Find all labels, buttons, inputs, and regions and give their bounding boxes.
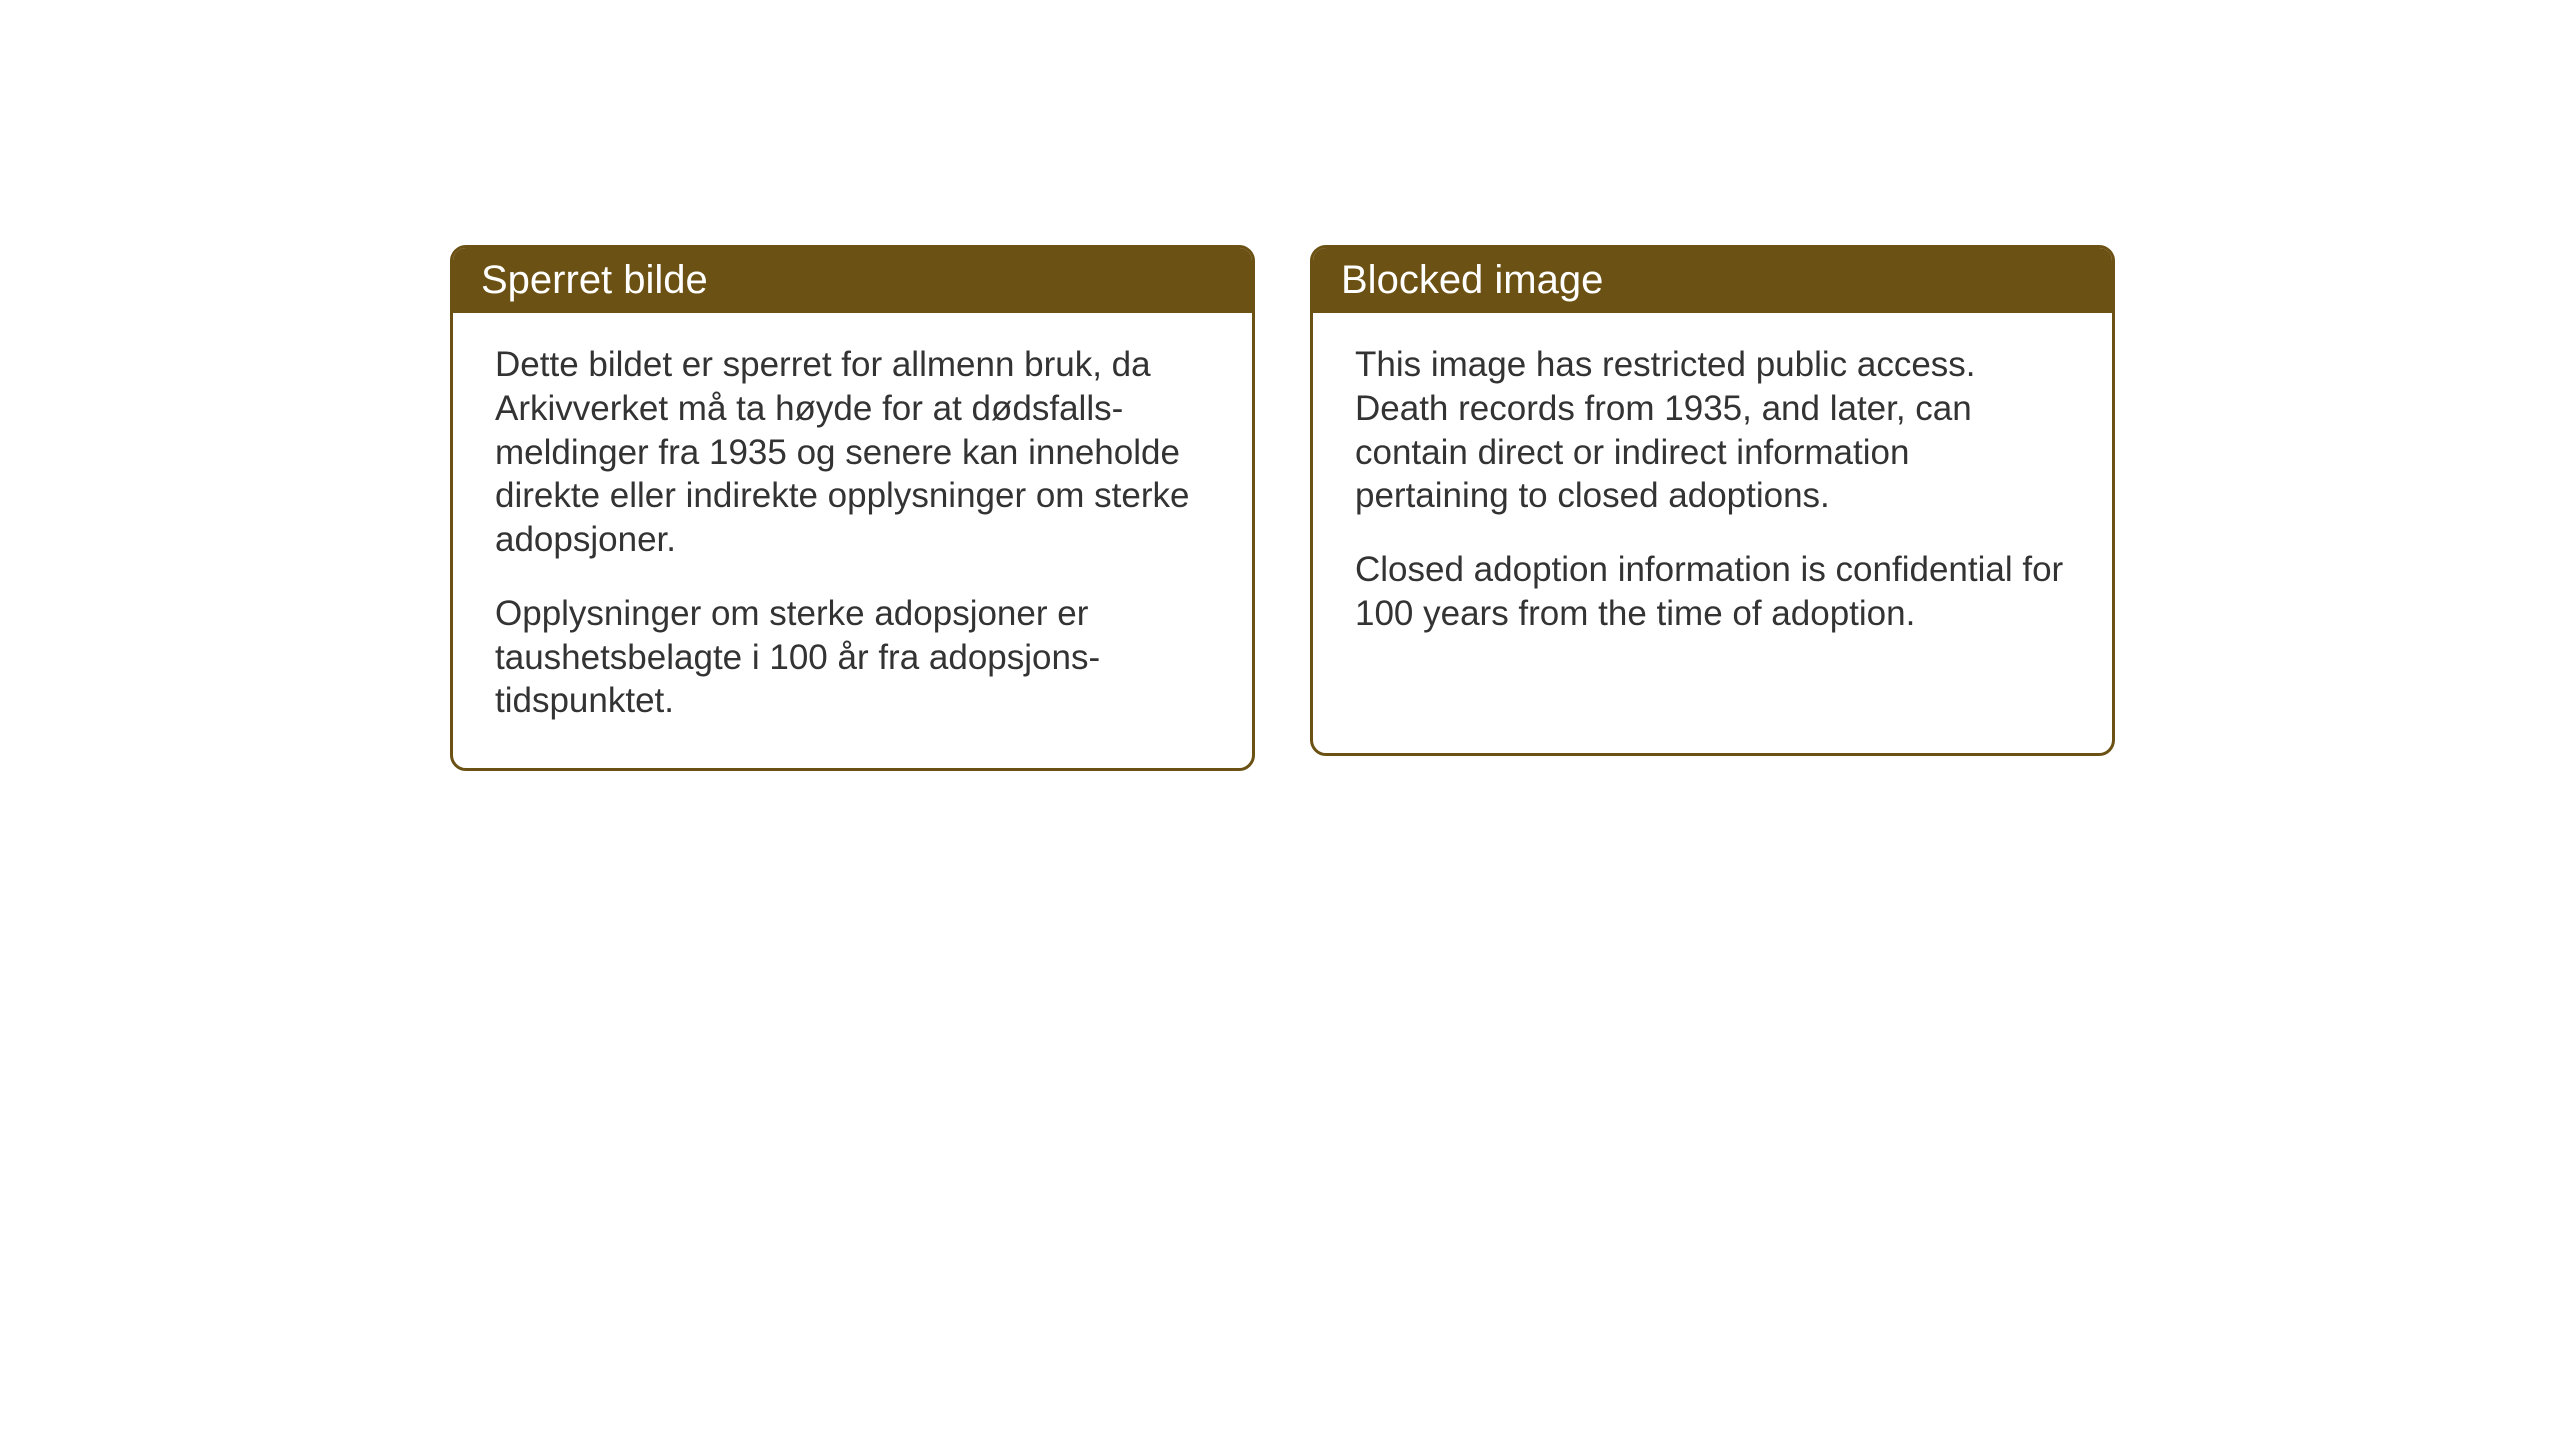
english-paragraph-1: This image has restricted public access.… <box>1355 343 2070 518</box>
norwegian-card-body: Dette bildet er sperret for allmenn bruk… <box>453 313 1252 768</box>
english-card-header: Blocked image <box>1313 248 2112 313</box>
norwegian-paragraph-1: Dette bildet er sperret for allmenn bruk… <box>495 343 1210 562</box>
norwegian-card-title: Sperret bilde <box>481 258 708 302</box>
norwegian-paragraph-2: Opplysninger om sterke adopsjoner er tau… <box>495 592 1210 723</box>
english-card: Blocked image This image has restricted … <box>1310 245 2115 756</box>
english-card-body: This image has restricted public access.… <box>1313 313 2112 681</box>
norwegian-card-header: Sperret bilde <box>453 248 1252 313</box>
cards-container: Sperret bilde Dette bildet er sperret fo… <box>450 245 2115 771</box>
norwegian-card: Sperret bilde Dette bildet er sperret fo… <box>450 245 1255 771</box>
english-card-title: Blocked image <box>1341 258 1603 302</box>
english-paragraph-2: Closed adoption information is confident… <box>1355 548 2070 636</box>
